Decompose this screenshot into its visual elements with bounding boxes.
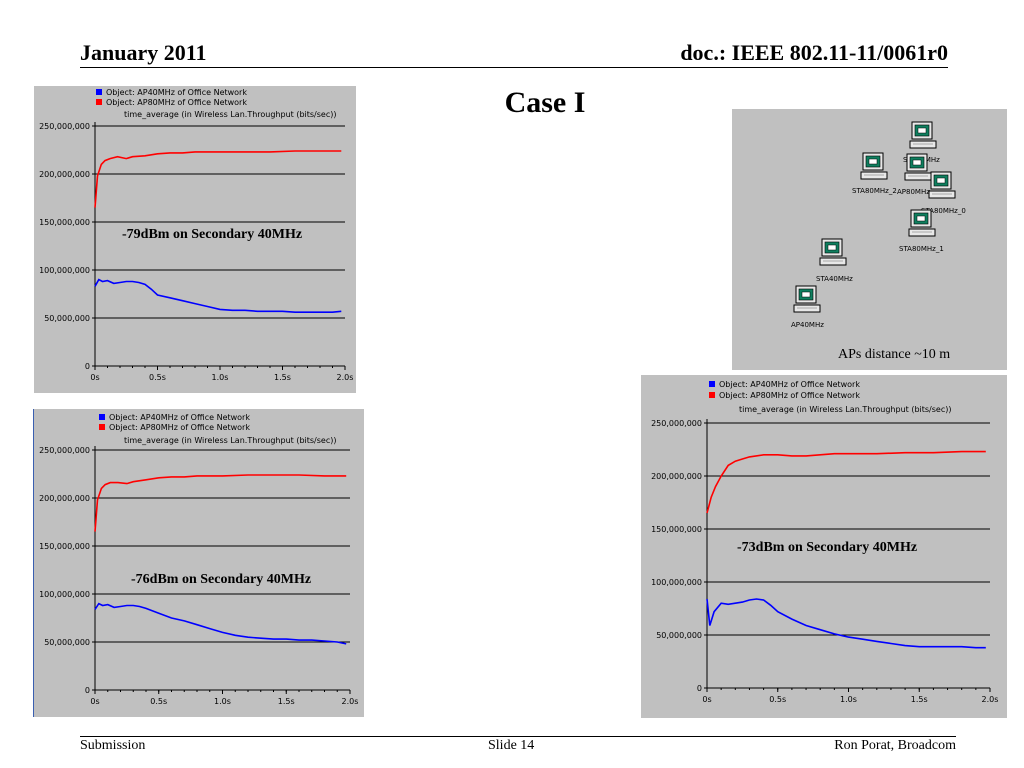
network-node-label: STA80MHz_2	[852, 187, 897, 195]
y-tick-label: 100,000,000	[39, 266, 90, 275]
y-tick-label: 50,000,000	[656, 631, 702, 640]
y-tick-label: 200,000,000	[39, 494, 90, 503]
y-tick-label: 0	[85, 686, 90, 695]
y-tick-label: 50,000,000	[44, 638, 90, 647]
x-tick-label: 0.5s	[150, 697, 167, 706]
y-tick-label: 200,000,000	[651, 472, 702, 481]
x-tick-label: 1.5s	[911, 695, 928, 704]
y-tick-label: 200,000,000	[39, 170, 90, 179]
y-tick-label: 100,000,000	[39, 590, 90, 599]
x-tick-label: 1.5s	[278, 697, 295, 706]
x-tick-label: 0.5s	[769, 695, 786, 704]
x-tick-label: 0s	[90, 373, 99, 382]
header-rule	[80, 67, 948, 68]
y-tick-label: 150,000,000	[39, 542, 90, 551]
y-tick-label: 250,000,000	[39, 446, 90, 455]
computer-icon	[909, 121, 939, 156]
y-tick-label: 0	[85, 362, 90, 371]
chart-annotation: -79dBm on Secondary 40MHz	[122, 227, 302, 242]
slide-title: Case I	[504, 86, 586, 119]
legend-entry: Object: AP80MHz of Office Network	[106, 98, 247, 107]
y-tick-label: 250,000,000	[39, 122, 90, 131]
legend-entry: Object: AP80MHz of Office Network	[109, 423, 250, 432]
legend-entry: Object: AP40MHz of Office Network	[719, 380, 860, 389]
legend-swatch	[99, 414, 105, 420]
x-tick-label: 0s	[90, 697, 99, 706]
header-date: January 2011	[80, 40, 207, 65]
computer-icon	[928, 171, 958, 206]
series-line	[706, 598, 986, 649]
series-line	[706, 450, 986, 514]
computer-icon	[819, 238, 849, 273]
legend-entry: Object: AP80MHz of Office Network	[719, 391, 860, 400]
footer-submission: Submission	[80, 738, 146, 753]
chart-subtitle: time_average (in Wireless Lan.Throughput…	[739, 405, 951, 414]
x-tick-label: 2.0s	[342, 697, 359, 706]
x-tick-label: 2.0s	[337, 373, 354, 382]
series-line	[94, 150, 342, 208]
y-tick-label: 150,000,000	[651, 525, 702, 534]
chart-subtitle: time_average (in Wireless Lan.Throughput…	[124, 436, 336, 445]
chart-annotation: -73dBm on Secondary 40MHz	[737, 540, 917, 555]
footer-slide-number: Slide 14	[488, 738, 535, 753]
x-tick-label: 0.5s	[149, 373, 166, 382]
y-tick-label: 100,000,000	[651, 578, 702, 587]
network-caption: APs distance ~10 m	[838, 347, 951, 362]
computer-icon	[904, 153, 934, 188]
chart-76dbm: Object: AP40MHz of Office Network Object:…	[34, 409, 364, 717]
computer-icon	[860, 152, 890, 187]
x-tick-label: 1.0s	[214, 697, 231, 706]
footer-author: Ron Porat, Broadcom	[834, 738, 956, 753]
x-tick-label: 1.5s	[274, 373, 291, 382]
legend-swatch	[96, 99, 102, 105]
network-node-label: AP80MHz	[897, 188, 930, 196]
footer-rule	[80, 736, 956, 737]
legend-swatch	[99, 424, 105, 430]
network-node-label: STA80MHz_0	[921, 207, 966, 215]
x-tick-label: 2.0s	[982, 695, 999, 704]
series-line	[94, 602, 347, 645]
computer-icon	[908, 209, 938, 244]
network-node-label: AP40MHz	[791, 321, 824, 329]
x-tick-label: 0s	[702, 695, 711, 704]
chart-annotation: -76dBm on Secondary 40MHz	[131, 572, 311, 587]
y-tick-label: 250,000,000	[651, 419, 702, 428]
legend-swatch	[709, 392, 715, 398]
network-node-label: STA80MHz_1	[899, 245, 944, 253]
y-tick-label: 150,000,000	[39, 218, 90, 227]
series-line	[94, 278, 342, 313]
x-tick-label: 1.0s	[212, 373, 229, 382]
legend-entry: Object: AP40MHz of Office Network	[109, 413, 250, 422]
chart-73dbm: Object: AP40MHz of Office Network Object:…	[641, 375, 1007, 718]
series-line	[94, 474, 347, 532]
legend-entry: Object: AP40MHz of Office Network	[106, 88, 247, 97]
legend-swatch	[96, 89, 102, 95]
x-tick-label: 1.0s	[840, 695, 857, 704]
y-tick-label: 50,000,000	[44, 314, 90, 323]
y-tick-label: 0	[697, 684, 702, 693]
header-doc-id: doc.: IEEE 802.11-11/0061r0	[680, 40, 948, 65]
computer-icon	[793, 285, 823, 320]
chart-subtitle: time_average (in Wireless Lan.Throughput…	[124, 110, 336, 119]
legend-swatch	[709, 381, 715, 387]
chart-79dbm: Object: AP40MHz of Office Network Object:…	[34, 86, 356, 393]
network-node-label: STA40MHz	[816, 275, 853, 283]
